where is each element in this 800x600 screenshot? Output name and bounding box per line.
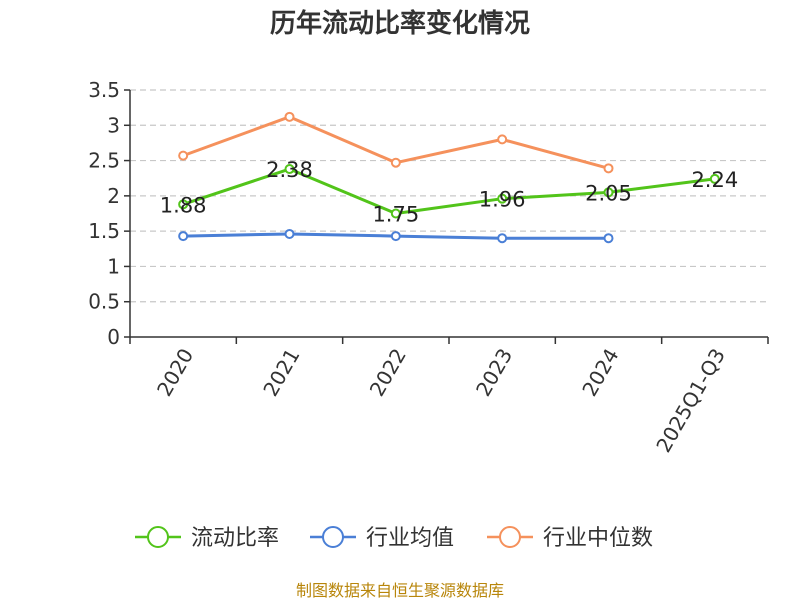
data-point (603, 163, 614, 174)
source-note: 制图数据来自恒生聚源数据库 (296, 581, 504, 600)
series-group (178, 111, 720, 244)
data-label: 1.75 (372, 203, 419, 227)
x-tick-label: 2025Q1-Q3 (651, 344, 730, 456)
data-point (390, 157, 401, 168)
data-point (390, 208, 401, 219)
series-line (182, 167, 716, 215)
legend-marker (147, 526, 169, 548)
data-point (178, 231, 189, 242)
data-point (390, 231, 401, 242)
data-labels: 1.88 2.38 1.75 1.96 2.05 2.24 (160, 158, 738, 226)
data-point (603, 187, 614, 198)
legend-marker (499, 526, 521, 548)
data-point (284, 228, 295, 239)
data-point (497, 233, 508, 244)
data-point (497, 193, 508, 204)
legend-label: 流动比率 (191, 526, 279, 551)
y-tick-label: 3.5 (88, 78, 120, 102)
legend-item: 流动比率 (135, 526, 279, 551)
legend-label: 行业均值 (366, 526, 454, 551)
axes (129, 90, 768, 338)
y-tick-label: 2 (107, 184, 120, 208)
legend-marker (322, 526, 344, 548)
x-tick-label: 2022 (365, 344, 411, 400)
y-tick-label: 0 (107, 325, 120, 349)
y-tick-label: 2.5 (88, 149, 120, 173)
x-tick-label: 2021 (258, 344, 304, 400)
data-point (603, 233, 614, 244)
chart-title: 历年流动比率变化情况 (270, 8, 530, 39)
y-tick-label: 1.5 (88, 219, 120, 243)
y-tick-label: 1 (107, 254, 120, 278)
grid-lines (130, 89, 768, 303)
y-axis-ticks: 0 0.5 1 1.5 2 2.5 3 3.5 (88, 78, 130, 349)
x-tick-label: 2024 (577, 344, 623, 400)
data-point (709, 173, 720, 184)
data-label: 1.96 (479, 188, 526, 212)
data-point (497, 134, 508, 145)
y-tick-label: 3 (107, 113, 120, 137)
data-label: 2.24 (691, 168, 738, 192)
data-label: 1.88 (160, 193, 207, 217)
x-axis-ticks: 2020 2021 2022 2023 2024 2025Q1-Q3 (129, 337, 769, 457)
legend-item: 行业中位数 (487, 526, 653, 551)
data-label: 2.05 (585, 181, 632, 205)
legend-label: 行业中位数 (543, 526, 653, 551)
data-point (284, 164, 295, 175)
data-point (178, 150, 189, 161)
legend: 流动比率 行业均值 行业中位数 (135, 526, 653, 551)
x-tick-label: 2023 (471, 344, 517, 400)
legend-item: 行业均值 (310, 526, 454, 551)
data-point (284, 111, 295, 122)
data-label: 2.38 (266, 158, 313, 182)
data-point (178, 199, 189, 210)
x-tick-label: 2020 (152, 344, 198, 400)
y-tick-label: 0.5 (88, 290, 120, 314)
